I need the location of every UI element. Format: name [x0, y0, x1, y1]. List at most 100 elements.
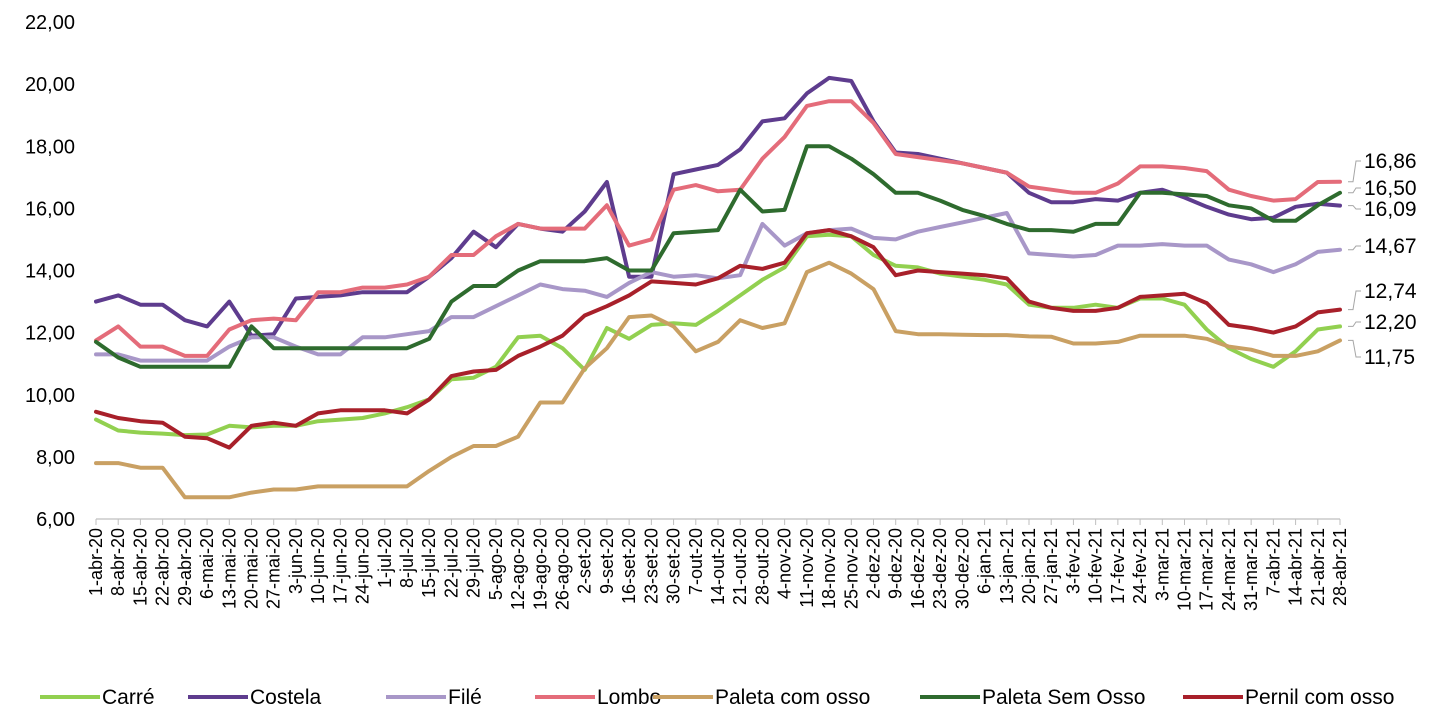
series-line-paleta-sem-osso: [94, 144, 1342, 369]
x-tick-label: 28-abr-21: [1330, 528, 1350, 606]
y-tick-label: 10,00: [25, 385, 75, 407]
legend-label-lombo: Lombo: [597, 686, 661, 709]
y-tick-label: 14,00: [25, 261, 75, 283]
x-tick-label: 22-abr-20: [153, 528, 173, 606]
x-tick-label: 21-out-20: [730, 528, 750, 605]
x-tick-label: 29-abr-20: [175, 528, 195, 606]
x-tick-label: 14-abr-21: [1286, 528, 1306, 606]
x-tick-label: 15-jul-20: [419, 528, 439, 598]
legend-label-carr-: Carré: [102, 686, 155, 709]
x-tick-label: 23-dez-20: [930, 528, 950, 609]
x-tick-label: 29-jul-20: [464, 528, 484, 598]
x-tick-label: 31-mar-21: [1241, 528, 1261, 611]
x-tick-label: 3-mar-21: [1152, 528, 1172, 601]
x-tick-label: 30-set-20: [664, 528, 684, 604]
x-tick-label: 26-ago-20: [553, 528, 573, 610]
x-tick-label: 27-mai-20: [264, 528, 284, 609]
series-line-pernil-com-osso: [94, 228, 1342, 450]
y-tick-label: 20,00: [25, 74, 75, 96]
x-tick-label: 23-set-20: [641, 528, 661, 604]
legend-label-fil-: Filé: [448, 686, 482, 709]
x-tick-label: 22-jul-20: [441, 528, 461, 598]
x-tick-label: 16-dez-20: [908, 528, 928, 609]
series-group: [94, 75, 1342, 500]
x-tick-label: 7-out-20: [686, 528, 706, 595]
x-tick-label: 2-set-20: [575, 528, 595, 594]
x-tick-label: 20-mai-20: [242, 528, 262, 609]
legend-label-pernil-com-osso: Pernil com osso: [1245, 686, 1394, 709]
y-tick-label: 6,00: [36, 509, 75, 531]
y-tick-label: 8,00: [36, 447, 75, 469]
series-line-fil-: [94, 211, 1342, 363]
x-tick-label: 10-fev-21: [1086, 528, 1106, 604]
end-label: 16,86: [1364, 150, 1417, 173]
end-label-leader: [1348, 321, 1361, 327]
legend-label-paleta-sem-osso: Paleta Sem Osso: [982, 686, 1145, 709]
x-tick-label: 13-mai-20: [219, 528, 239, 609]
x-tick-label: 24-mar-21: [1219, 528, 1239, 611]
x-tick-label: 9-dez-20: [886, 528, 906, 599]
x-tick-label: 10-jun-20: [308, 528, 328, 604]
x-tick-label: 24-jun-20: [353, 528, 373, 604]
x-tick-label: 7-abr-21: [1263, 528, 1283, 596]
x-tick-label: 25-nov-20: [841, 528, 861, 609]
x-tick-label: 10-mar-21: [1175, 528, 1195, 611]
x-tick-label: 6-mai-20: [197, 528, 217, 599]
x-tick-label: 24-fev-21: [1130, 528, 1150, 604]
end-label-leader: [1348, 290, 1361, 311]
end-label-leader: [1348, 245, 1361, 251]
legend-label-costela: Costela: [250, 686, 322, 709]
end-label-leader: [1348, 205, 1361, 210]
x-tick-label: 11-nov-20: [797, 528, 817, 608]
x-tick-label: 3-jun-20: [286, 528, 306, 594]
x-tick-label: 8-jul-20: [397, 528, 417, 588]
x-tick-label: 20-jan-21: [1019, 528, 1039, 604]
x-tick-label: 6-jan-21: [975, 528, 995, 594]
y-tick-label: 16,00: [25, 198, 75, 220]
end-label: 16,50: [1364, 177, 1417, 200]
x-tick-label: 14-out-20: [708, 528, 728, 605]
y-tick-label: 18,00: [25, 136, 75, 158]
end-label-leader: [1348, 160, 1361, 183]
series-line-paleta-com-osso: [94, 260, 1342, 500]
series-line-lombo: [94, 99, 1342, 358]
x-tick-label: 27-jan-21: [1041, 528, 1061, 604]
x-tick-label: 12-ago-20: [508, 528, 528, 610]
x-tick-label: 17-jun-20: [330, 528, 350, 604]
end-label-leader: [1348, 187, 1361, 194]
x-tick-label: 15-abr-20: [130, 528, 150, 606]
x-tick-label: 4-nov-20: [775, 528, 795, 599]
x-tick-label: 16-set-20: [619, 528, 639, 604]
x-tick-label: 13-jan-21: [997, 528, 1017, 604]
y-axis: 6,00 8,00 10,00 12,00 14,00 16,00 18,00 20,00 22…: [25, 12, 75, 531]
legend-label-paleta-com-osso: Paleta com osso: [715, 686, 870, 709]
end-label: 14,67: [1364, 235, 1417, 258]
legend: Carré Costela Filé Lombo Paleta com osso Pale…: [40, 686, 1394, 709]
x-tick-label: 1-jul-20: [375, 528, 395, 588]
end-label: 12,74: [1364, 280, 1417, 303]
y-tick-label: 12,00: [25, 323, 75, 345]
x-tick-label: 3-fev-21: [1063, 528, 1083, 594]
x-tick-label: 30-dez-20: [952, 528, 972, 609]
x-tick-label: 5-ago-20: [486, 528, 506, 600]
end-label-leader: [1348, 339, 1361, 358]
x-tick-label: 2-dez-20: [864, 528, 884, 599]
x-tick-label: 21-abr-21: [1308, 528, 1328, 606]
end-label: 12,20: [1364, 311, 1417, 334]
x-tick-label: 17-fev-21: [1108, 528, 1128, 604]
y-tick-label: 22,00: [25, 12, 75, 34]
x-tick-label: 18-nov-20: [819, 528, 839, 609]
end-label: 11,75: [1364, 346, 1415, 369]
x-tick-label: 1-abr-20: [86, 528, 106, 596]
x-tick-label: 9-set-20: [597, 528, 617, 594]
series-line-costela: [94, 75, 1342, 338]
x-axis: 1-abr-20 8-abr-20 15-abr-20 22-abr-20 29-abr…: [86, 518, 1350, 611]
x-tick-label: 19-ago-20: [530, 528, 550, 610]
end-label: 16,09: [1364, 198, 1417, 221]
x-tick-label: 28-out-20: [752, 528, 772, 605]
x-tick-label: 8-abr-20: [108, 528, 128, 596]
x-tick-label: 17-mar-21: [1197, 528, 1217, 611]
